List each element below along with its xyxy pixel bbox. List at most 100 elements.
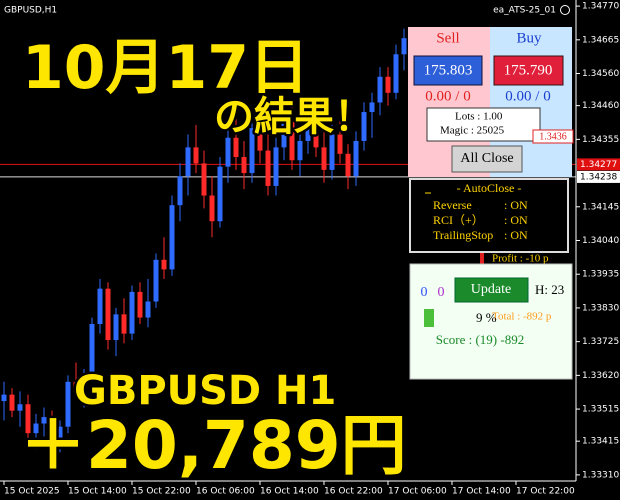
sell-label: Sell: [436, 30, 459, 46]
candle-body: [161, 259, 167, 270]
candle-body: [145, 301, 151, 318]
magic: Magic : 25025: [440, 125, 505, 137]
symbol-label: GBPUSD,H1: [4, 6, 57, 16]
candle-body: [89, 323, 95, 376]
candle-body: [345, 153, 351, 177]
all-close-label[interactable]: All Close: [460, 151, 513, 166]
profit-marker: [480, 253, 484, 264]
x-tick-label: 17 Oct 06:00: [388, 487, 447, 497]
candle-body: [49, 417, 55, 440]
hours: H: 23: [535, 282, 564, 297]
percent: 9 %: [476, 310, 497, 325]
candle-body: [41, 417, 47, 424]
candle-body: [257, 128, 263, 151]
x-tick-label: 16 Oct 22:00: [324, 487, 383, 497]
result-caption: の結果！: [214, 94, 374, 140]
candle-body: [313, 112, 319, 148]
y-tick-label: 1.33830: [582, 303, 619, 313]
candle-body: [121, 314, 127, 334]
x-tick-label: 16 Oct 14:00: [260, 487, 319, 497]
autoclose-panel: - AutoClose - Reverse: ON RCI（+）: ON Trail…: [409, 178, 569, 253]
bid-label-box: [577, 158, 620, 171]
total: Total : -892 p: [492, 311, 552, 323]
candle-body: [193, 147, 199, 164]
autoclose-rows: Reverse: ON RCI（+）: ON TrailingStop: ON: [433, 198, 528, 242]
x-tick-label: 15 Oct 14:00: [68, 487, 127, 497]
candle-body: [105, 288, 111, 341]
candle-body: [241, 157, 247, 174]
price-tag: 1.3436: [539, 131, 567, 142]
sell-button[interactable]: [413, 55, 483, 86]
candle-body: [289, 121, 295, 161]
candle-body: [353, 140, 359, 177]
sell-stats: 0.00 / 0: [425, 88, 470, 104]
buy-label: Buy: [516, 30, 542, 46]
candle-body: [1, 394, 7, 402]
stats-panel: 0 0 Update H: 23 Total : -892 p 9 % Scor…: [409, 263, 573, 380]
all-close-button[interactable]: [451, 145, 523, 173]
update-label[interactable]: Update: [471, 282, 511, 297]
autoclose-value: : ON: [504, 228, 528, 242]
sell-price[interactable]: 175.803: [424, 62, 473, 78]
candle-body: [377, 76, 383, 103]
candle-body: [137, 291, 143, 318]
buy-price[interactable]: 175.790: [504, 62, 553, 78]
candle-body: [97, 288, 103, 324]
autoclose-title: - AutoClose -: [457, 181, 522, 195]
candle-body: [169, 205, 175, 270]
x-tick-label: 15 Oct 22:00: [132, 487, 191, 497]
candle-body: [401, 38, 407, 55]
x-tick-label: 17 Oct 14:00: [452, 487, 511, 497]
y-tick-label: 1.34355: [582, 135, 619, 145]
candle-body: [297, 140, 303, 161]
candle-body: [337, 134, 343, 154]
autoclose-value: : ON: [504, 213, 528, 227]
candle-body: [369, 102, 375, 113]
candle-body: [201, 163, 207, 196]
candle-body: [273, 147, 279, 186]
y-tick-label: 1.33415: [582, 437, 619, 447]
bid-label: 1.34277: [580, 160, 617, 170]
candle-body: [129, 291, 135, 334]
candle-body: [9, 394, 15, 411]
update-button[interactable]: [454, 277, 529, 303]
y-tick-label: 1.33620: [582, 371, 619, 381]
ask-label-box: [577, 170, 620, 183]
y-tick-label: 1.34770: [582, 2, 619, 12]
candle-body: [65, 381, 71, 427]
x-tick-label: 17 Oct 22:00: [516, 487, 575, 497]
progress-bar: [424, 309, 434, 327]
y-tick-label: 1.34665: [582, 35, 619, 45]
autoclose-box: [409, 178, 569, 253]
candle-body: [329, 134, 335, 170]
candle-body: [185, 147, 191, 177]
count-a: 0: [421, 285, 428, 300]
pair-caption: GBPUSD H1: [74, 368, 336, 414]
buy-button[interactable]: [493, 55, 564, 86]
candle-body: [33, 423, 39, 434]
plot: [0, 5, 580, 485]
candle-body: [393, 54, 399, 93]
input-box[interactable]: [426, 107, 541, 142]
candle-body: [265, 150, 271, 186]
candle-body: [225, 137, 231, 167]
y-tick-label: 1.33515: [582, 405, 619, 415]
score: Score : (19) -892: [436, 332, 524, 347]
candle-body: [57, 426, 63, 440]
candle-body: [17, 404, 23, 411]
candle-body: [321, 147, 327, 170]
buy-stats: 0.00 / 0: [505, 88, 550, 104]
count-b: 0: [438, 285, 445, 300]
candle-body: [25, 404, 31, 434]
y-tick-label: 1.34040: [582, 236, 619, 246]
candle-body: [177, 176, 183, 206]
y-tick-label: 1.34460: [582, 101, 619, 111]
ea-label: ea_ATS-25_01: [493, 6, 556, 16]
candle-body: [281, 121, 287, 148]
candle-body: [233, 137, 239, 158]
y-tick-label: 1.34145: [582, 202, 619, 212]
candle-body: [153, 259, 159, 302]
ea-icon: [560, 5, 570, 15]
